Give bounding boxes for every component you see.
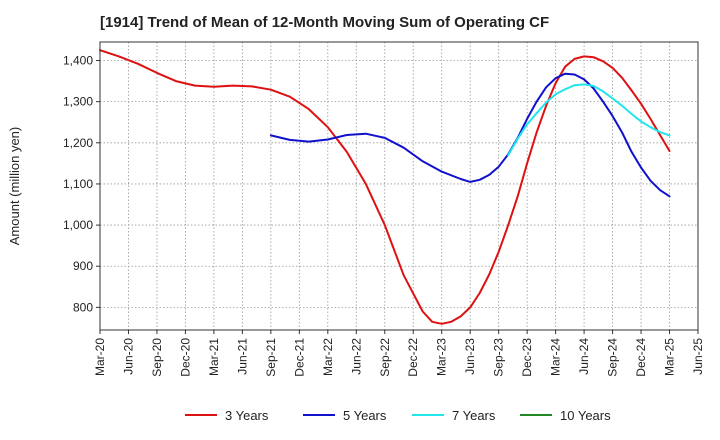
y-axis-label: Amount (million yen) (7, 127, 22, 246)
y-tick-label: 1,100 (63, 177, 93, 191)
x-tick-label: Dec-21 (292, 338, 306, 377)
x-tick-label: Sep-21 (264, 338, 278, 377)
x-tick-label: Mar-22 (321, 338, 335, 376)
x-tick-label: Dec-23 (520, 338, 534, 377)
series-lines (99, 49, 671, 325)
x-tick-label: Mar-25 (663, 338, 677, 376)
legend-label-7-years: 7 Years (452, 408, 496, 423)
legend: 3 Years 5 Years 7 Years 10 Years (185, 408, 611, 423)
x-tick-label: Dec-24 (634, 338, 648, 377)
y-tick-label: 1,200 (63, 136, 93, 150)
x-tick-label: Mar-24 (549, 338, 563, 376)
y-tick-label: 1,400 (63, 54, 93, 68)
x-tick-label: Jun-22 (349, 338, 363, 375)
x-tick-label: Jun-20 (121, 338, 135, 375)
x-tick-label: Jun-23 (463, 338, 477, 375)
series-line-7-years (507, 83, 671, 157)
legend-label-10-years: 10 Years (560, 408, 611, 423)
legend-label-3-years: 3 Years (225, 408, 269, 423)
grid-lines (100, 42, 698, 330)
y-axis-ticks: 800 900 1,000 1,100 1,200 1,300 1,400 (63, 54, 100, 314)
x-tick-label: Dec-22 (406, 338, 420, 377)
x-tick-label: Jun-24 (577, 338, 591, 375)
x-tick-label: Sep-20 (150, 338, 164, 377)
x-tick-label: Mar-23 (435, 338, 449, 376)
y-tick-label: 1,000 (63, 218, 93, 232)
x-axis-ticks: Mar-20 Jun-20 Sep-20 Dec-20 Mar-21 Jun-21 Sep-… (93, 330, 705, 377)
chart-title: [1914] Trend of Mean of 12-Month Moving … (100, 14, 549, 31)
x-tick-label: Sep-23 (492, 338, 506, 377)
x-tick-label: Jun-21 (235, 338, 249, 375)
x-tick-label: Mar-21 (207, 338, 221, 376)
plot-area-frame (99, 41, 699, 331)
x-tick-label: Sep-22 (378, 338, 392, 377)
x-tick-label: Dec-20 (178, 338, 192, 377)
x-tick-label: Jun-25 (691, 338, 705, 375)
legend-label-5-years: 5 Years (343, 408, 387, 423)
y-tick-label: 1,300 (63, 95, 93, 109)
y-tick-label: 900 (73, 259, 93, 273)
y-tick-label: 800 (73, 300, 93, 314)
x-tick-label: Sep-24 (606, 338, 620, 377)
series-line-3-years (99, 49, 671, 325)
x-tick-label: Mar-20 (93, 338, 107, 376)
